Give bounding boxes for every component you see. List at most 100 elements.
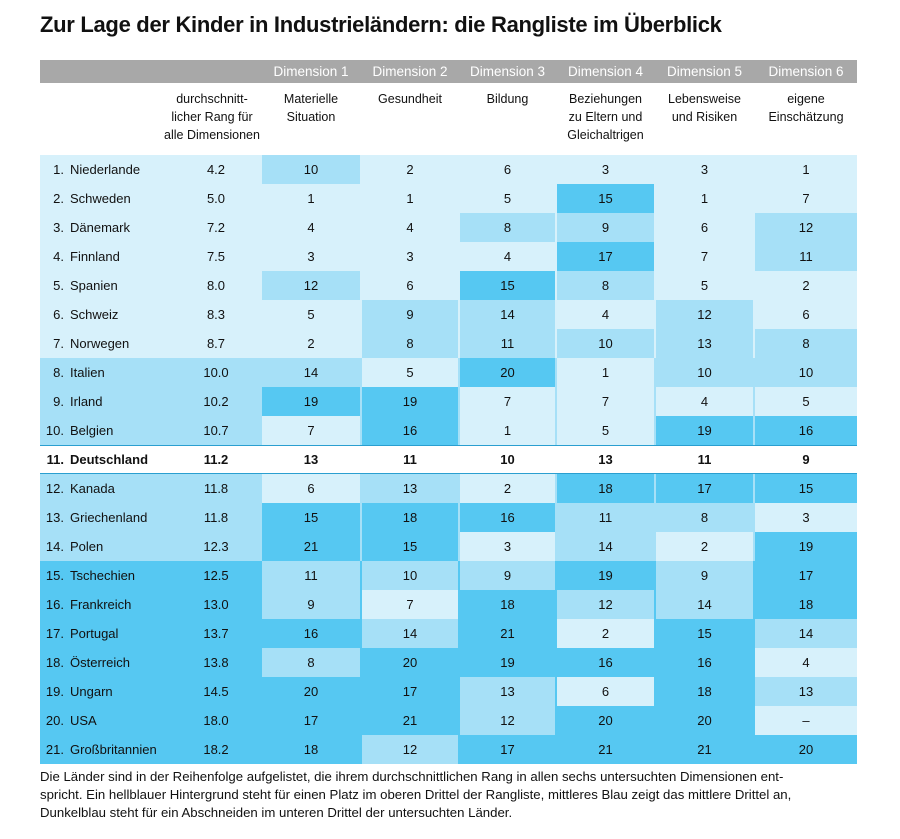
table-row: 5. Spanien 8.0 12 6 15 8 5 2 [40,271,857,300]
table-row: 14. Polen 12.3 21 15 3 14 2 19 [40,532,857,561]
value-cell: 20 [460,358,555,387]
value-cell: 5 [262,300,360,329]
value-cell: 16 [362,416,458,445]
table-row: 9. Irland 10.2 19 19 7 7 4 5 [40,387,857,416]
dimension-label: Dimension 2 [372,64,448,79]
average-cell: 8.3 [206,307,226,322]
dimension-label: Dimension 1 [273,64,349,79]
value-cell: 15 [656,619,753,648]
value-cell: 5 [362,358,458,387]
value-cell: 18 [557,474,654,503]
dimension-label: Dimension 4 [567,64,644,79]
country-cell: Norwegen [70,336,130,351]
dimension-label: Dimension 3 [469,64,546,79]
highlight-divider [40,473,857,474]
value-cell: 2 [362,155,458,184]
value-cell: 9 [262,590,360,619]
value-cell: 21 [460,619,555,648]
value-cell: 4 [362,213,458,242]
average-cell: 18.0 [203,713,229,728]
rank-cell: 16. [45,597,64,612]
value-cell: 19 [557,561,654,590]
value-cell: 19 [460,648,555,677]
value-cell: 12 [460,706,555,735]
average-cell: 10.0 [203,365,229,380]
table-row: 19. Ungarn 14.5 20 17 13 6 18 13 [40,677,857,706]
value-cell: 1 [656,184,753,213]
average-cell: 12.3 [203,539,229,554]
value-cell: 4 [755,648,857,677]
value-cell: 7 [362,590,458,619]
country-cell: Finnland [70,249,120,264]
average-cell: 5.0 [206,191,226,206]
average-cell: 13.8 [203,655,229,670]
table-row: 3. Dänemark 7.2 4 4 8 9 6 12 [40,213,857,242]
rank-cell: 4. [53,249,64,264]
dimension-header-bar [40,60,857,83]
value-cell: 14 [755,619,857,648]
value-cell: 3 [262,242,360,271]
value-cell: 15 [362,532,458,561]
rank-cell: 13. [45,510,64,525]
rank-cell: 6. [53,307,64,322]
value-cell: 6 [656,213,753,242]
average-cell: 10.7 [203,423,229,438]
value-cell: 14 [656,590,753,619]
column-header: Materielle Situation [283,92,339,124]
value-cell: 14 [557,532,654,561]
value-cell: 13 [460,677,555,706]
value-cell: 12 [557,590,654,619]
country-cell: Österreich [70,655,130,670]
value-cell: 15 [755,474,857,503]
value-cell: 10 [656,358,753,387]
column-header: Beziehungen zu Eltern und Gleichaltrigen [567,92,644,142]
average-cell: 14.5 [203,684,229,699]
value-cell: 11 [362,445,458,474]
value-cell: 17 [656,474,753,503]
country-cell: Dänemark [70,220,130,235]
average-cell: 11.2 [203,452,229,467]
rank-cell: 12. [45,481,64,496]
rank-cell: 7. [53,336,64,351]
column-header: eigene Einschätzung [768,92,844,124]
table-row: 12. Kanada 11.8 6 13 2 18 17 15 [40,474,857,503]
value-cell: 4 [557,300,654,329]
value-cell: 1 [755,155,857,184]
value-cell: 14 [362,619,458,648]
value-cell: 20 [362,648,458,677]
value-cell: 15 [557,184,654,213]
value-cell: 8 [656,503,753,532]
value-cell: 12 [656,300,753,329]
value-cell: 2 [656,532,753,561]
value-cell: 3 [755,503,857,532]
average-cell: 11.8 [203,481,229,496]
rank-cell: 21. [45,742,64,757]
country-cell: Tschechien [70,568,136,583]
table-row: 11. Deutschland 11.2 13 11 10 13 11 9 [40,445,857,474]
value-cell: 7 [460,387,555,416]
average-cell: 8.7 [206,336,226,351]
value-cell: 19 [262,387,360,416]
value-cell: 2 [460,474,555,503]
rank-cell: 20. [45,713,64,728]
table-row: 8. Italien 10.0 14 5 20 1 10 10 [40,358,857,387]
value-cell: 18 [362,503,458,532]
rank-cell: 11. [46,452,64,467]
value-cell: 4 [262,213,360,242]
country-cell: Belgien [70,423,114,438]
value-cell: 21 [262,532,360,561]
country-cell: Schweiz [70,307,119,322]
value-cell: 20 [557,706,654,735]
value-cell: 10 [755,358,857,387]
dimension-label: Dimension 6 [768,64,844,79]
value-cell: 3 [656,155,753,184]
rank-cell: 14. [45,539,64,554]
value-cell: 16 [262,619,360,648]
table-row: 6. Schweiz 8.3 5 9 14 4 12 6 [40,300,857,329]
value-cell: 15 [460,271,555,300]
country-cell: Großbritannien [70,742,157,757]
table-row: 2. Schweden 5.0 1 1 5 15 1 7 [40,184,857,213]
value-cell: 4 [656,387,753,416]
country-cell: Niederlande [70,162,141,177]
value-cell: 18 [262,735,360,764]
